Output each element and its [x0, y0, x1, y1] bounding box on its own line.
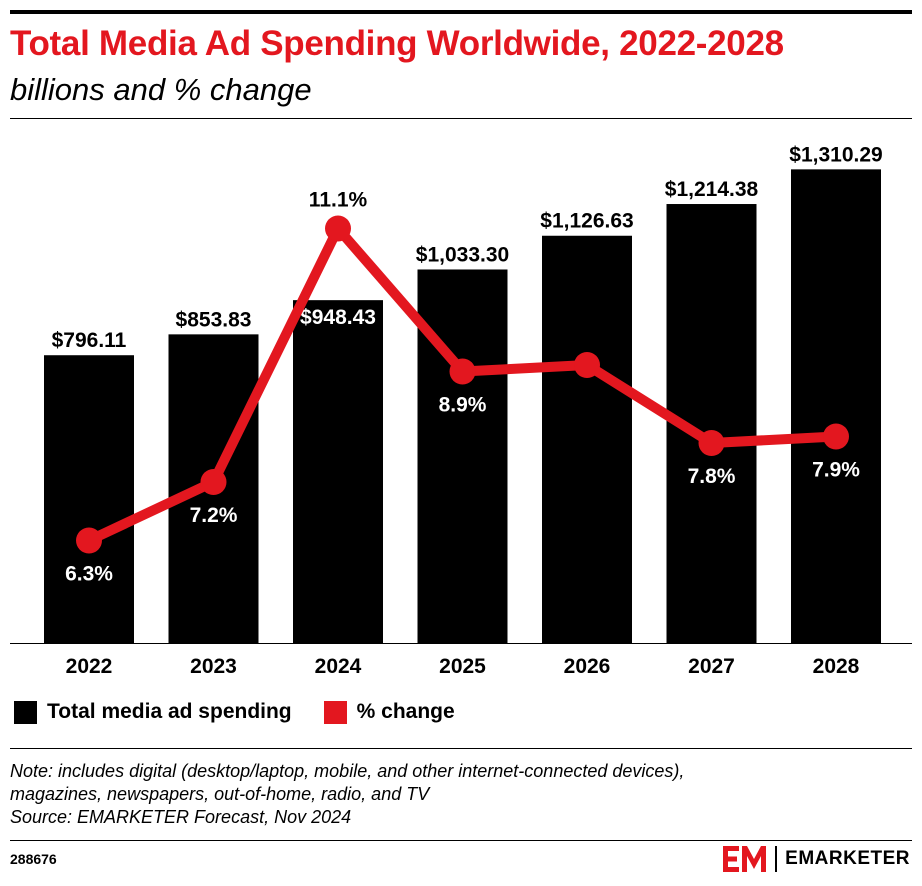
x-tick-label-2022: 2022: [66, 655, 113, 678]
notes-rule: [10, 748, 912, 749]
bar-value-label-2025: $1,033.30: [416, 243, 509, 266]
pct-change-label-2024: 11.1%: [309, 189, 368, 212]
bar-2022: [44, 355, 134, 643]
legend-label-spending: Total media ad spending: [47, 700, 292, 723]
legend-label-change: % change: [356, 700, 455, 723]
pct-change-point-2026: [574, 352, 600, 378]
bar-2028: [791, 169, 881, 643]
pct-change-label-2027: 7.8%: [688, 465, 736, 488]
bar-value-label-2026: $1,126.63: [540, 210, 633, 233]
bar-value-label-2022: $796.11: [52, 329, 127, 352]
legend-swatch-change: [323, 700, 347, 724]
brand: EMARKETER: [723, 846, 910, 872]
chart-area: $796.11 $853.83 $948.43 $1,033.30 $1,126.63 $…: [10, 143, 912, 678]
note-line-1: Note: includes digital (desktop/laptop, …: [10, 761, 685, 781]
pct-change-point-2027: [698, 430, 725, 456]
x-tick-label-2028: 2028: [813, 655, 860, 678]
pct-change-point-2025: [449, 358, 476, 385]
pct-change-label-2026: 9.0%: [563, 325, 611, 348]
emarketer-logo-icon: [723, 846, 767, 872]
pct-change-label-2025: 8.9%: [439, 394, 487, 417]
pct-change-point-2022: [76, 527, 102, 554]
x-tick-label-2027: 2027: [688, 655, 735, 678]
bar-2026: [542, 235, 632, 643]
brand-divider: [775, 846, 778, 872]
x-tick-label-2023: 2023: [190, 655, 237, 678]
note-line-2: magazines, newspapers, out-of-home, radi…: [10, 784, 430, 804]
pct-change-label-2022: 6.3%: [65, 563, 113, 586]
pct-change-label-2028: 7.9%: [812, 459, 860, 482]
pct-change-point-2023: [200, 469, 227, 495]
chart-id: 288676: [10, 851, 57, 867]
notes: Note: includes digital (desktop/laptop, …: [10, 760, 890, 829]
legend-item-spending: Total media ad spending: [14, 700, 292, 724]
pct-change-point-2024: [325, 215, 351, 242]
bar-value-label-2024: $948.43: [300, 306, 376, 329]
chart-title: Total Media Ad Spending Worldwide, 2022-…: [10, 24, 784, 63]
bar-2024: [293, 300, 383, 643]
bar-value-label-2023: $853.83: [176, 308, 252, 331]
source-line: Source: EMARKETER Forecast, Nov 2024: [10, 807, 352, 827]
legend: Total media ad spending % change: [14, 700, 487, 724]
brand-name: EMARKETER: [785, 848, 910, 869]
pct-change-point-2028: [823, 423, 849, 450]
x-tick-label-2025: 2025: [439, 655, 486, 678]
x-tick-label-2026: 2026: [564, 655, 611, 678]
legend-item-change: % change: [323, 700, 455, 724]
pct-change-label-2023: 7.2%: [190, 504, 238, 527]
bar-value-label-2028: $1,310.29: [789, 143, 882, 166]
chart-subtitle: billions and % change: [10, 72, 312, 107]
legend-swatch-spending: [14, 700, 37, 724]
x-tick-label-2024: 2024: [315, 655, 362, 678]
top-rule: [10, 10, 912, 14]
title-rule: [10, 118, 912, 119]
bar-value-label-2027: $1,214.38: [665, 178, 759, 201]
bar-2025: [417, 269, 508, 643]
footer-rule: [10, 840, 912, 841]
